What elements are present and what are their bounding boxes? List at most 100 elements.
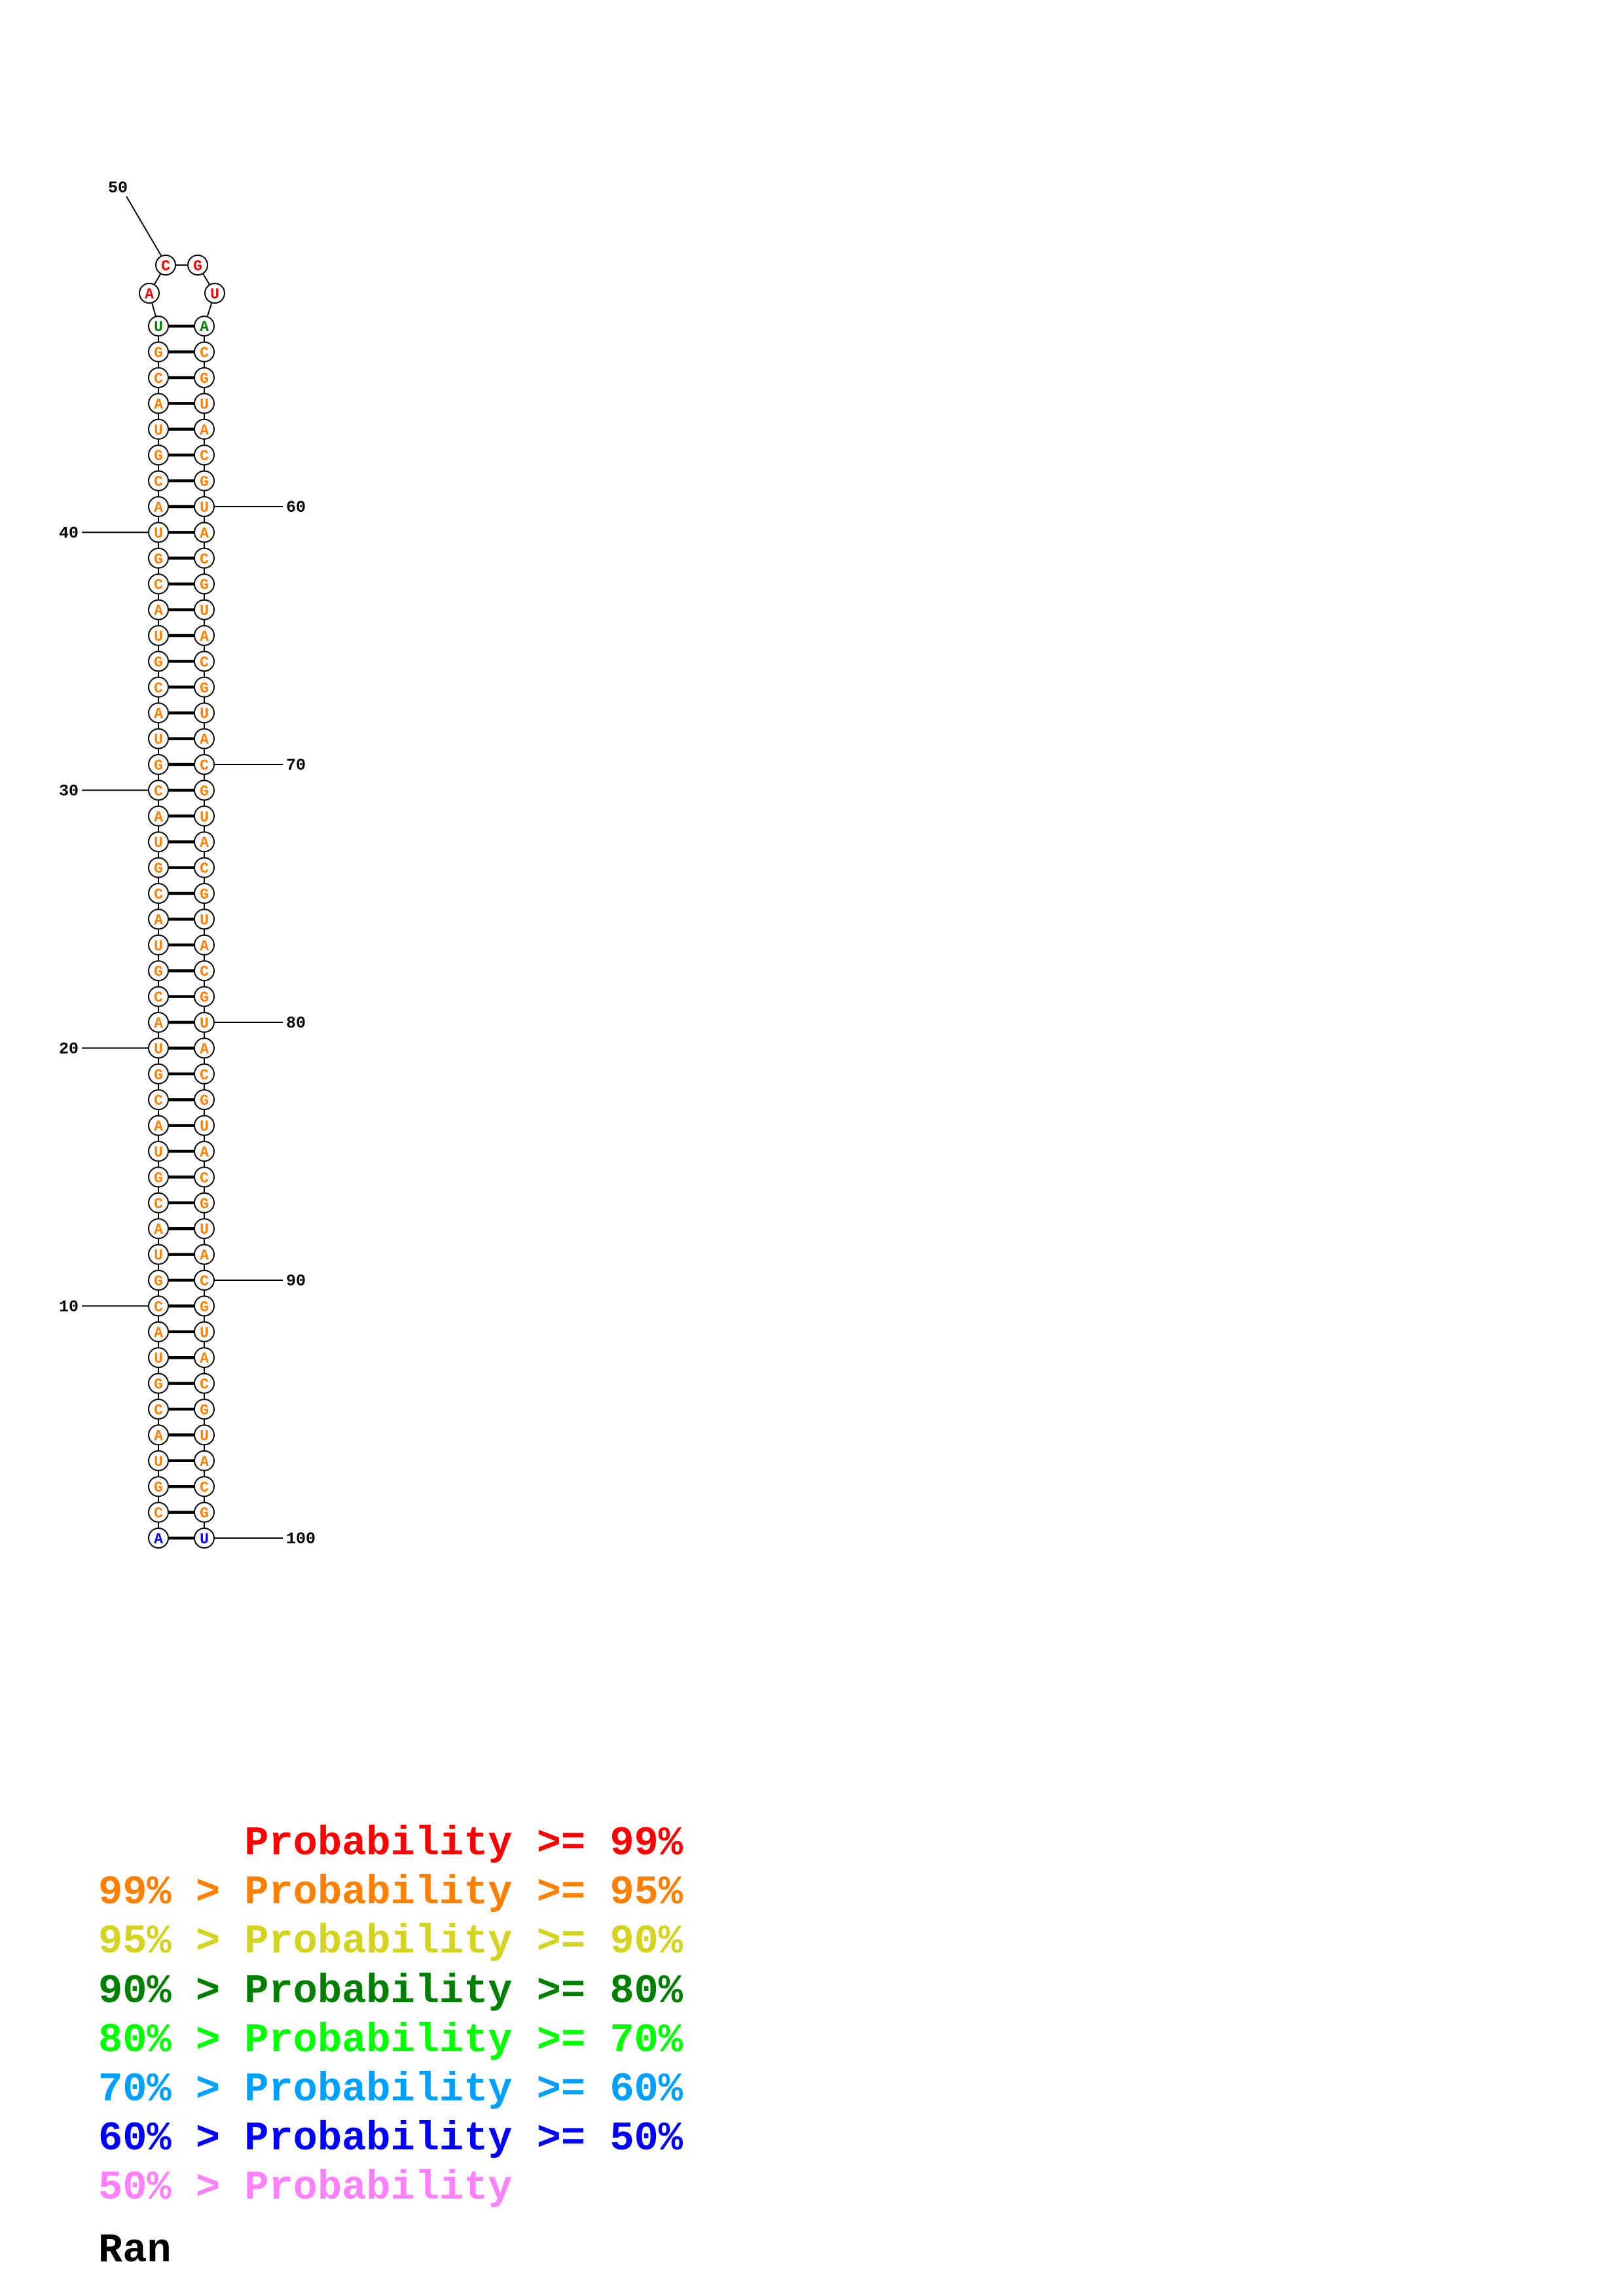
- nucleotide-circle: [148, 599, 169, 620]
- nucleotide: G: [194, 780, 215, 801]
- nucleotide-circle: [148, 1063, 169, 1085]
- nucleotide-circle: [148, 1012, 169, 1033]
- nucleotide: U: [148, 315, 169, 337]
- nucleotide-circle: [194, 986, 215, 1007]
- nucleotide-letter: G: [200, 680, 209, 697]
- nucleotide-circle: [148, 444, 169, 466]
- nucleotide-circle: [194, 1399, 215, 1420]
- nucleotide-letter: A: [154, 912, 163, 929]
- legend-prefix: 60% >: [98, 2115, 245, 2162]
- nucleotide: A: [194, 315, 215, 337]
- nucleotide-letter: A: [154, 1325, 163, 1342]
- nucleotide-letter: C: [154, 577, 163, 594]
- nucleotide-letter: U: [200, 396, 209, 413]
- nucleotide-circle: [194, 1115, 215, 1136]
- nucleotide-circle: [148, 1115, 169, 1136]
- nucleotide: C: [148, 1192, 169, 1213]
- nucleotide-circle: [148, 315, 169, 337]
- credit-text: Ran: [98, 2227, 172, 2274]
- nucleotide: G: [194, 676, 215, 698]
- nucleotide-circle: [194, 1166, 215, 1188]
- nucleotide-letter: G: [154, 448, 163, 465]
- nucleotide-letter: U: [200, 706, 209, 723]
- nucleotide: U: [194, 496, 215, 517]
- legend-entry: 99% > Probability >= 95%: [98, 1870, 683, 1916]
- nucleotide: G: [148, 1372, 169, 1394]
- nucleotide-letter: C: [200, 1273, 209, 1290]
- nucleotide-circle: [148, 1192, 169, 1213]
- nucleotide-letter: G: [154, 963, 163, 980]
- nucleotide-letter: C: [154, 1092, 163, 1109]
- nucleotide-circle: [194, 470, 215, 492]
- nucleotide-circle: [148, 1450, 169, 1471]
- nucleotide-letter: A: [200, 1350, 209, 1367]
- nucleotide: A: [194, 831, 215, 853]
- nucleotide-circle: [148, 1424, 169, 1446]
- nucleotide: C: [194, 1270, 215, 1291]
- nucleotide: G: [187, 255, 208, 276]
- nucleotide-circle: [148, 1528, 169, 1549]
- nucleotide-letter: C: [200, 448, 209, 465]
- nucleotide-circle: [148, 857, 169, 878]
- nucleotide-letter: U: [200, 603, 209, 620]
- nucleotide-circle: [148, 676, 169, 698]
- nucleotide: C: [148, 676, 169, 698]
- nucleotide: U: [148, 1244, 169, 1265]
- nucleotide: U: [194, 1424, 215, 1446]
- nucleotide-letter: U: [200, 912, 209, 929]
- legend-entry: 70% > Probability >= 60%: [98, 2067, 683, 2113]
- nucleotide-letter: C: [200, 1170, 209, 1187]
- nucleotide: A: [139, 283, 160, 304]
- nucleotide-circle: [194, 573, 215, 595]
- position-ticks: 10 20 30 40 50 60 70 80 90 100: [59, 179, 316, 1549]
- nucleotide-circle: [194, 1141, 215, 1162]
- nucleotide: C: [148, 1399, 169, 1420]
- nucleotide: U: [148, 1450, 169, 1471]
- nucleotide-circle: [194, 1347, 215, 1369]
- nucleotide-letter: A: [154, 1427, 163, 1444]
- nucleotide-circle: [194, 1372, 215, 1394]
- nucleotide-letter: C: [154, 1402, 163, 1419]
- nucleotide-letter: G: [200, 886, 209, 903]
- nucleotide-letter: A: [200, 422, 209, 439]
- nucleotide-circle: [194, 857, 215, 878]
- nucleotide-letter: U: [154, 1350, 163, 1367]
- position-tick: [126, 196, 162, 257]
- position-label: 100: [286, 1530, 316, 1549]
- legend-entry: 80% > Probability >= 70%: [98, 2017, 683, 2064]
- nucleotide-circle: [194, 754, 215, 775]
- legend-text: Probability >= 60%: [244, 2066, 683, 2113]
- nucleotide-letter: U: [154, 732, 163, 749]
- nucleotide-circle: [139, 283, 160, 304]
- nucleotide-circle: [148, 470, 169, 492]
- nucleotide: U: [148, 1347, 169, 1369]
- legend-entry: 95% > Probability >= 90%: [98, 1919, 683, 1965]
- base-pair-bonds: [168, 324, 194, 1540]
- nucleotide-circle: [148, 728, 169, 749]
- nucleotide: A: [194, 1450, 215, 1471]
- nucleotide-circle: [148, 831, 169, 853]
- nucleotide-circle: [194, 1476, 215, 1498]
- nucleotide-circle: [148, 1270, 169, 1291]
- nucleotide: U: [194, 908, 215, 930]
- nucleotides: ACGUACGUACGUACGUACGUACGUACGUACGUACGUACGU…: [139, 255, 225, 1549]
- nucleotide: U: [194, 805, 215, 827]
- nucleotide-circle: [148, 496, 169, 517]
- nucleotide-letter: A: [200, 938, 209, 955]
- nucleotide-circle: [194, 367, 215, 388]
- nucleotide: C: [194, 1063, 215, 1085]
- nucleotide-circle: [148, 754, 169, 775]
- legend-prefix: 80% >: [98, 2017, 245, 2064]
- nucleotide: U: [194, 702, 215, 724]
- legend-entry: 60% > Probability >= 50%: [98, 2116, 683, 2162]
- legend-prefix: 95% >: [98, 1918, 245, 1965]
- nucleotide-letter: G: [200, 1196, 209, 1213]
- nucleotide-circle: [194, 418, 215, 440]
- legend-entry: 50% > Probability: [98, 2165, 513, 2211]
- nucleotide: A: [194, 522, 215, 543]
- nucleotide-letter: G: [200, 1505, 209, 1522]
- nucleotide-letter: G: [200, 577, 209, 594]
- nucleotide-letter: A: [154, 1221, 163, 1238]
- nucleotide: C: [148, 573, 169, 595]
- nucleotide-circle: [194, 1218, 215, 1240]
